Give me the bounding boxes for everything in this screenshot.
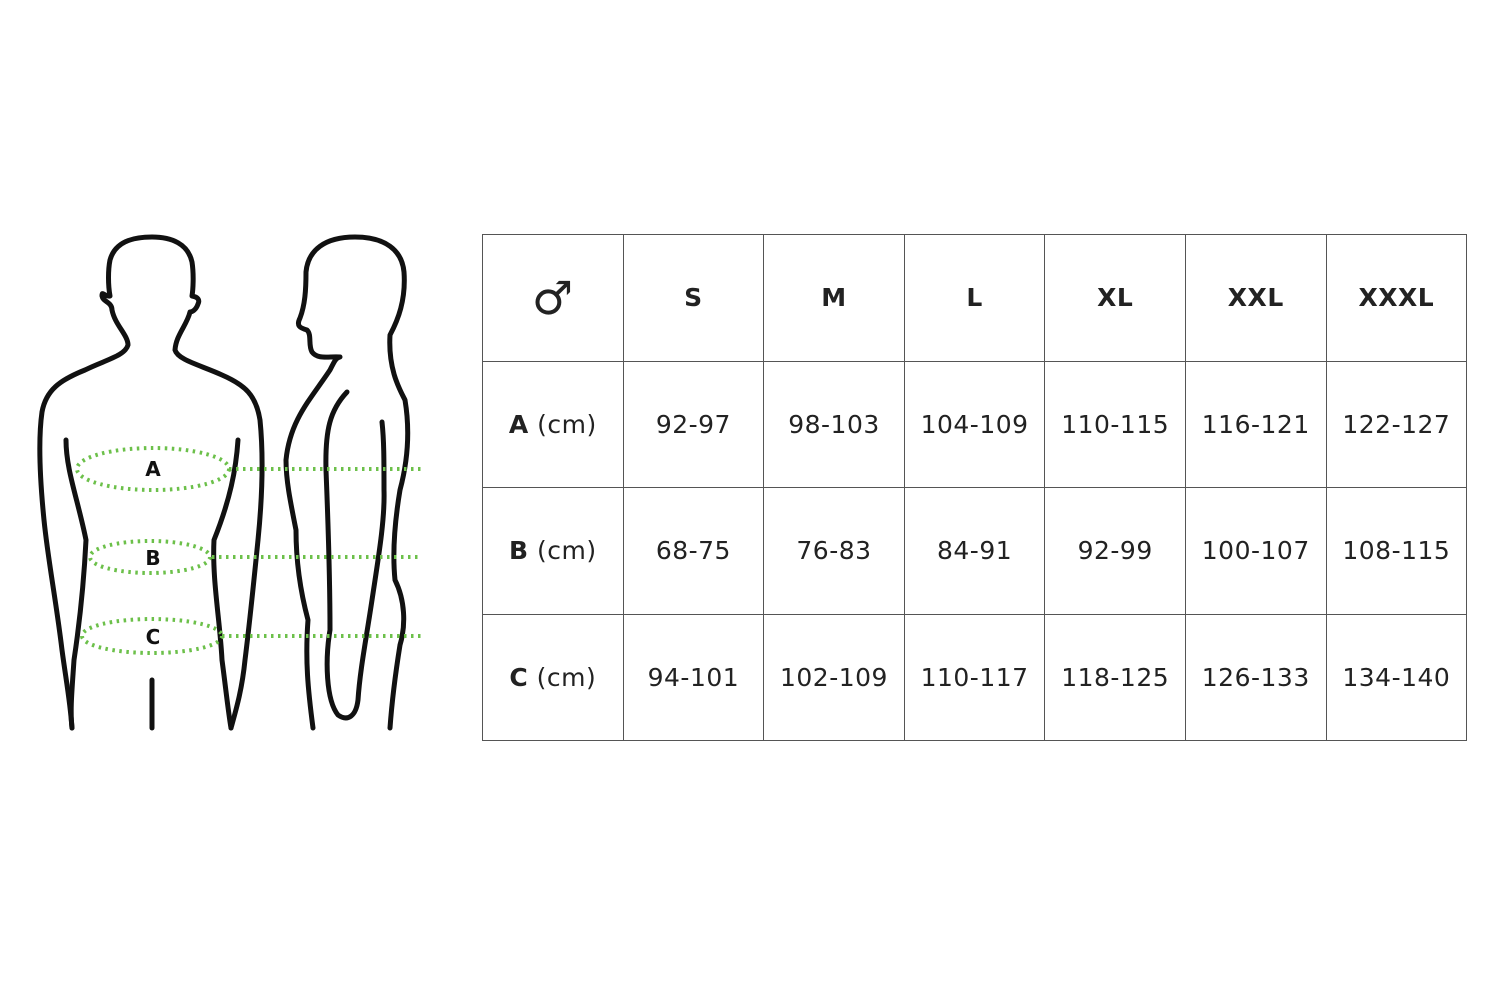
table-header-row: ♂ S M L XL XXL XXXL bbox=[482, 234, 1468, 362]
table-cell: 92-99 bbox=[1044, 487, 1186, 615]
table-cell: 122-127 bbox=[1325, 360, 1468, 488]
male-symbol-icon: ♂ bbox=[531, 270, 574, 325]
table-cell: 84-91 bbox=[903, 487, 1046, 615]
table-row: A (cm) 92-97 98-103 104-109 110-115 116-… bbox=[482, 360, 1468, 488]
table-cell: 110-115 bbox=[1044, 360, 1186, 488]
size-header: M bbox=[763, 234, 905, 362]
table-cell: 134-140 bbox=[1325, 613, 1468, 741]
row-letter: A bbox=[508, 409, 529, 439]
front-right-arm-line bbox=[211, 437, 241, 731]
table-cell: 98-103 bbox=[763, 360, 905, 488]
size-header: S bbox=[622, 234, 765, 362]
table-cell: 118-125 bbox=[1044, 613, 1186, 741]
side-body-outline bbox=[283, 234, 411, 731]
size-header: XXXL bbox=[1325, 234, 1468, 362]
size-header: L bbox=[903, 234, 1046, 362]
row-letter: C bbox=[509, 662, 529, 692]
table-row: B (cm) 68-75 76-83 84-91 92-99 100-107 1… bbox=[482, 487, 1468, 615]
size-header: XXL bbox=[1184, 234, 1327, 362]
table-cell: 110-117 bbox=[903, 613, 1046, 741]
side-arm-front bbox=[323, 389, 387, 721]
table-cell: 94-101 bbox=[622, 613, 765, 741]
size-chart-table: ♂ S M L XL XXL XXXL A (cm) 92-97 98-103 … bbox=[482, 234, 1468, 741]
table-cell: 100-107 bbox=[1184, 487, 1327, 615]
row-label: C (cm) bbox=[482, 613, 624, 741]
table-cell: 126-133 bbox=[1184, 613, 1327, 741]
row-label: B (cm) bbox=[482, 487, 624, 615]
front-left-arm-line bbox=[63, 437, 89, 731]
body-measurement-figure: A B C bbox=[37, 234, 422, 731]
table-cell: 104-109 bbox=[903, 360, 1046, 488]
table-cell: 68-75 bbox=[622, 487, 765, 615]
row-unit: (cm) bbox=[536, 662, 597, 692]
table-cell: 116-121 bbox=[1184, 360, 1327, 488]
table-cell: 92-97 bbox=[622, 360, 765, 488]
figure-label-c: C bbox=[146, 625, 161, 649]
row-letter: B bbox=[508, 536, 529, 566]
table-cell: 76-83 bbox=[763, 487, 905, 615]
row-unit: (cm) bbox=[537, 536, 597, 566]
row-label: A (cm) bbox=[482, 360, 624, 488]
row-unit: (cm) bbox=[537, 409, 597, 439]
corner-cell: ♂ bbox=[482, 234, 624, 362]
table-cell: 108-115 bbox=[1325, 487, 1468, 615]
measure-ellipse-b bbox=[88, 539, 212, 575]
table-row: C (cm) 94-101 102-109 110-117 118-125 12… bbox=[482, 613, 1468, 741]
size-header: XL bbox=[1044, 234, 1186, 362]
front-body-outline bbox=[37, 234, 265, 731]
table-cell: 102-109 bbox=[763, 613, 905, 741]
figure-label-b: B bbox=[145, 546, 160, 570]
figure-label-a: A bbox=[145, 457, 161, 481]
